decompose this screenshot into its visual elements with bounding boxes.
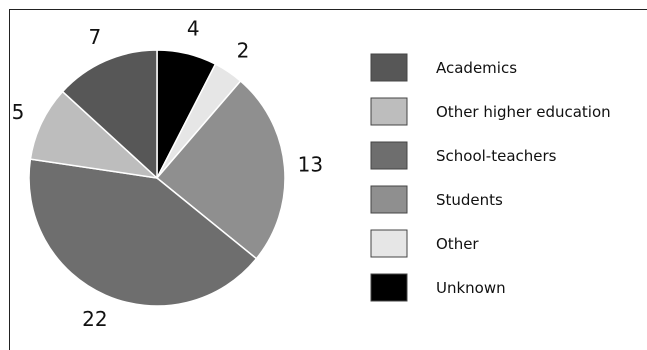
legend-swatch-unknown bbox=[370, 273, 408, 302]
legend-label-academics: Academics bbox=[436, 59, 517, 77]
legend-swatch-students bbox=[370, 185, 408, 214]
legend-label-unknown: Unknown bbox=[436, 279, 506, 297]
slice-value-label-academics: 7 bbox=[89, 25, 102, 49]
legend-label-other-higher-education: Other higher education bbox=[436, 103, 611, 121]
legend-swatch-school-teachers bbox=[370, 141, 408, 170]
pie-slice-other-higher-education bbox=[29, 90, 160, 180]
pie-chart: 4 2 13 22 5 7 Academics Other higher education… bbox=[12, 16, 611, 331]
legend-label-students: Students bbox=[436, 191, 503, 209]
slice-value-label-other: 2 bbox=[237, 38, 250, 62]
legend-label-other: Other bbox=[436, 235, 479, 253]
legend-label-school-teachers: School-teachers bbox=[436, 147, 557, 165]
legend: Academics Other higher education School-te… bbox=[370, 53, 611, 302]
legend-swatch-academics bbox=[370, 53, 408, 82]
legend-swatch-other bbox=[370, 229, 408, 258]
slice-value-label-students: 13 bbox=[298, 152, 323, 176]
pie-value-labels: 4 2 13 22 5 7 bbox=[12, 16, 323, 331]
pie-slice-academics bbox=[61, 49, 158, 180]
pie-slice-school-teachers bbox=[28, 158, 258, 307]
pie-slices bbox=[28, 49, 286, 307]
slice-value-label-other-higher-education: 5 bbox=[12, 100, 25, 124]
legend-swatch-other-higher-education bbox=[370, 97, 408, 126]
slice-value-label-unknown: 4 bbox=[187, 16, 200, 40]
slice-value-label-school-teachers: 22 bbox=[82, 307, 107, 331]
pie-slice-students bbox=[155, 79, 286, 260]
